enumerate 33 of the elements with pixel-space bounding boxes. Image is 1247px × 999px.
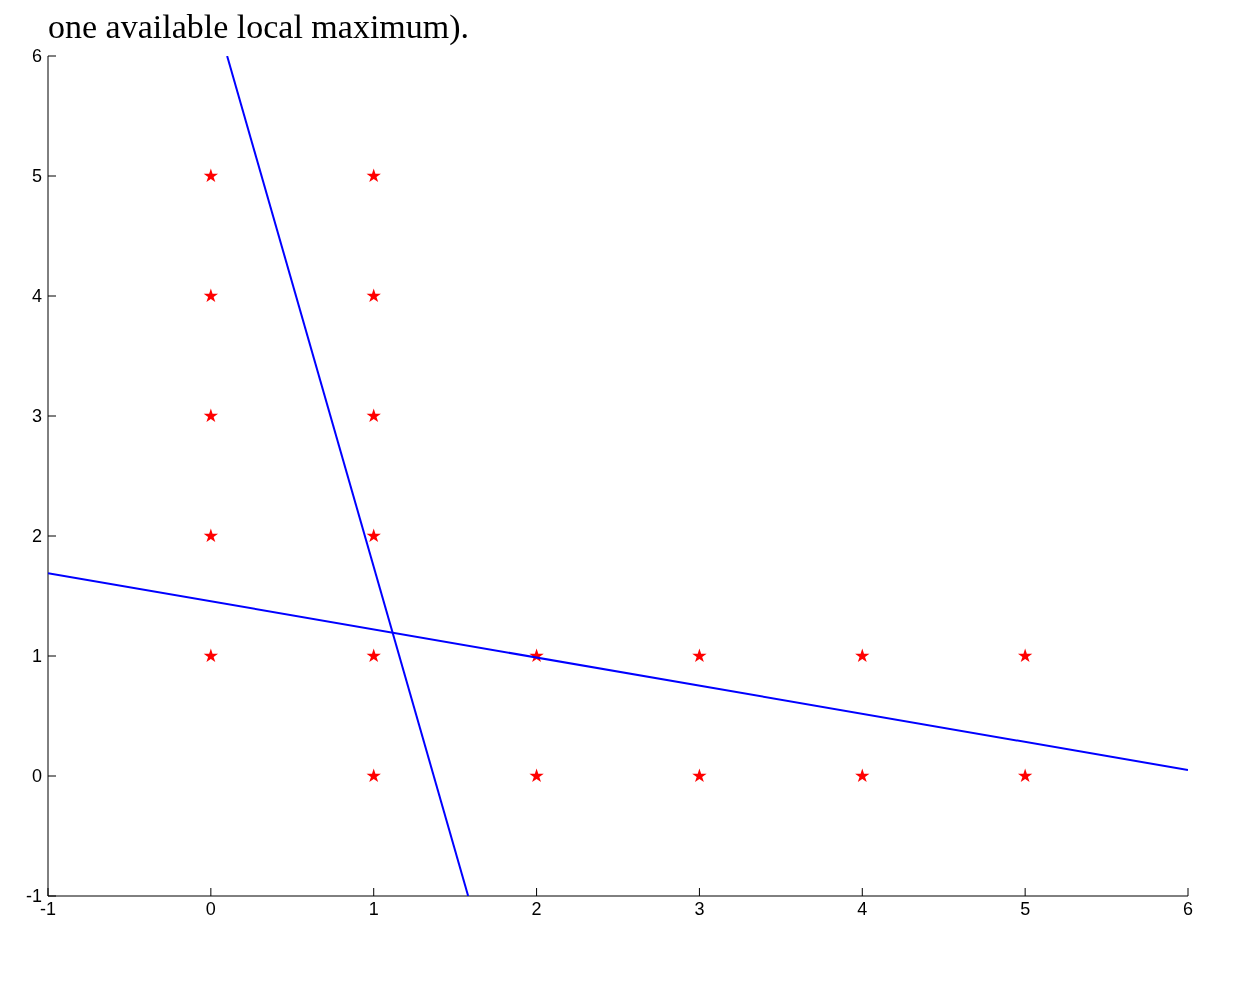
y-tick-label: 5 <box>31 166 42 187</box>
x-tick-label: 3 <box>694 898 705 919</box>
y-tick-label: 0 <box>31 766 42 787</box>
point <box>692 768 707 783</box>
y-tick-label: 2 <box>31 526 42 547</box>
point <box>366 648 381 663</box>
point <box>366 168 381 183</box>
point <box>855 768 870 783</box>
point <box>366 408 381 423</box>
y-tick-label: 4 <box>31 286 42 307</box>
point <box>203 648 219 663</box>
point <box>366 288 381 303</box>
x-tick-label: 1 <box>368 898 379 919</box>
y-tick-label: 1 <box>31 646 42 667</box>
point <box>203 408 219 423</box>
point <box>529 768 544 783</box>
point <box>203 528 219 543</box>
x-tick-label: 5 <box>1020 898 1031 919</box>
point <box>203 168 219 183</box>
point <box>1017 648 1033 663</box>
point <box>1017 768 1033 783</box>
point <box>203 288 219 303</box>
y-tick-label: 3 <box>31 406 42 427</box>
text: one available local maximum). <box>47 8 471 46</box>
point <box>366 528 381 543</box>
x-tick-label: 2 <box>531 898 542 919</box>
x-tick-label: 4 <box>857 898 868 919</box>
x-tick-label: 0 <box>205 898 216 919</box>
point <box>855 648 870 663</box>
y-tick-label: 6 <box>31 46 42 67</box>
point <box>366 768 381 783</box>
point <box>692 648 707 663</box>
x-tick-label: 6 <box>1182 898 1194 919</box>
